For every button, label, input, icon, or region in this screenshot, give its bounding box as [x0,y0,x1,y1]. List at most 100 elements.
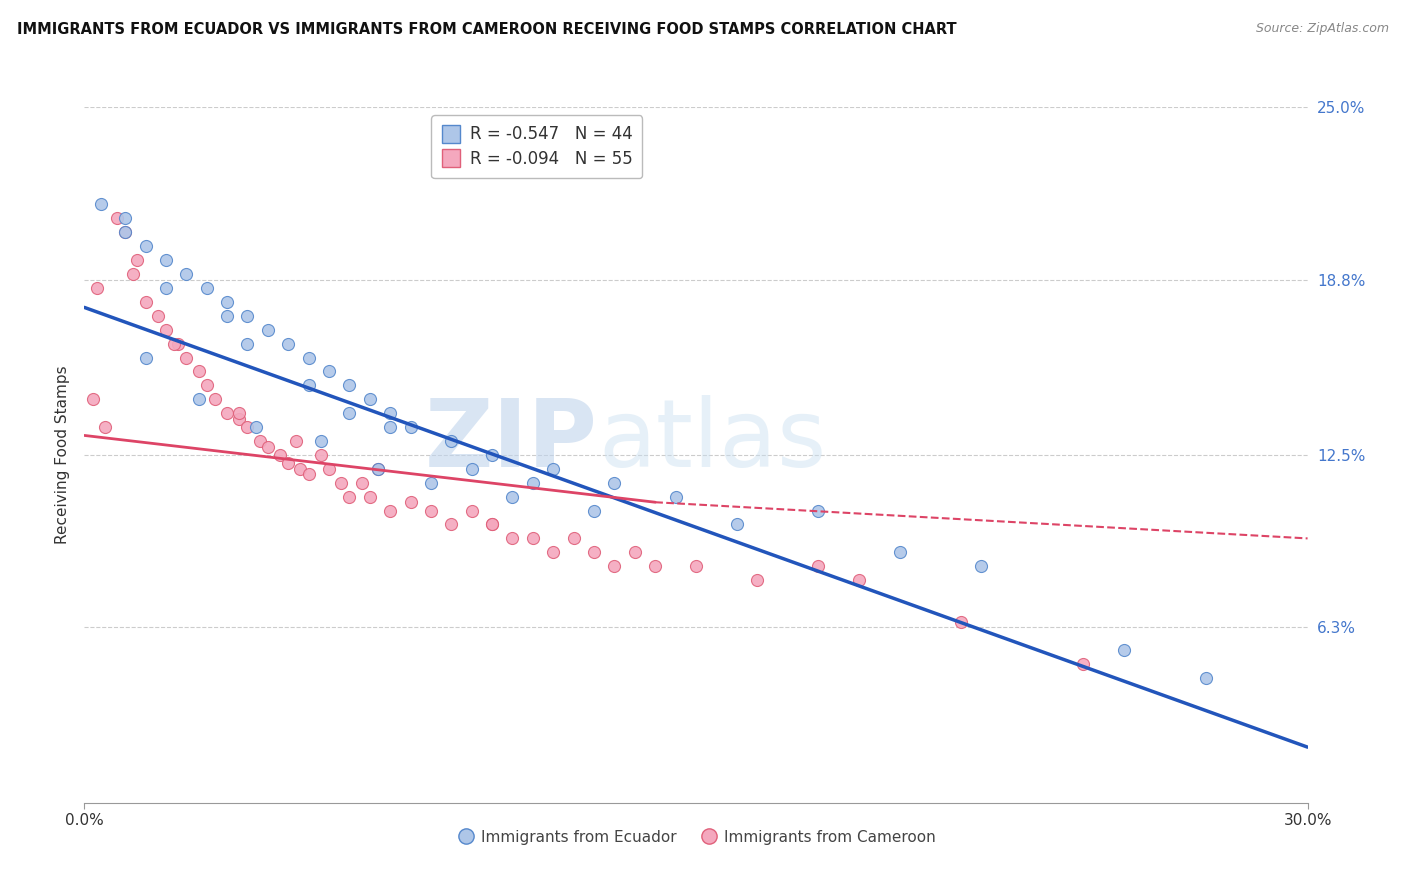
Point [644,559,666,574]
Point [481,517,503,532]
Point [461,503,484,517]
Point [285,434,308,448]
Point [217,406,239,420]
Point [330,475,353,490]
Point [725,517,748,532]
Point [195,281,218,295]
Point [339,378,361,392]
Point [309,448,332,462]
Point [440,434,463,448]
Point [174,351,197,365]
Point [807,503,830,517]
Point [309,434,332,448]
Text: ZIP: ZIP [425,395,598,487]
Point [257,440,280,454]
Point [747,573,769,587]
Text: IMMIGRANTS FROM ECUADOR VS IMMIGRANTS FROM CAMEROON RECEIVING FOOD STAMPS CORREL: IMMIGRANTS FROM ECUADOR VS IMMIGRANTS FR… [17,22,956,37]
Point [195,378,218,392]
Point [90,197,112,211]
Point [298,378,321,392]
Point [298,351,321,365]
Point [167,336,190,351]
Point [155,253,177,268]
Point [277,336,299,351]
Point [367,462,389,476]
Point [543,545,565,559]
Point [685,559,707,574]
Point [440,517,463,532]
Point [187,364,209,378]
Text: atlas: atlas [598,395,827,487]
Point [127,253,149,268]
Point [228,406,250,420]
Point [114,225,136,239]
Point [399,420,422,434]
Point [114,211,136,226]
Point [135,239,157,253]
Point [257,323,280,337]
Point [86,281,108,295]
Point [339,406,361,420]
Point [277,456,299,470]
Point [249,434,271,448]
Point [481,448,503,462]
Point [236,309,259,323]
Point [502,532,524,546]
Point [522,475,544,490]
Point [359,392,381,407]
Point [624,545,647,559]
Point [217,309,239,323]
Point [187,392,209,407]
Point [1114,642,1136,657]
Point [135,351,157,365]
Point [359,490,381,504]
Point [665,490,688,504]
Point [135,294,157,309]
Point [174,267,197,281]
Point [269,448,291,462]
Point [204,392,226,407]
Point [228,411,250,425]
Point [583,545,606,559]
Point [380,420,402,434]
Point [82,392,104,407]
Point [122,267,145,281]
Point [236,336,259,351]
Point [339,490,361,504]
Point [245,420,267,434]
Point [848,573,870,587]
Point [543,462,565,476]
Point [217,294,239,309]
Point [236,420,259,434]
Point [807,559,830,574]
Point [603,559,626,574]
Point [163,336,186,351]
Point [481,517,503,532]
Point [562,532,585,546]
Point [93,420,115,434]
Point [380,406,402,420]
Point [155,323,177,337]
Point [461,462,484,476]
Point [399,495,422,509]
Point [146,309,169,323]
Point [970,559,993,574]
Point [318,462,340,476]
Point [522,532,544,546]
Point [367,462,389,476]
Point [290,462,312,476]
Point [502,490,524,504]
Y-axis label: Receiving Food Stamps: Receiving Food Stamps [55,366,70,544]
Point [1073,657,1095,671]
Point [950,615,973,629]
Point [114,225,136,239]
Point [105,211,128,226]
Point [420,503,443,517]
Point [298,467,321,482]
Point [380,503,402,517]
Point [350,475,373,490]
Point [155,281,177,295]
Point [889,545,911,559]
Point [583,503,606,517]
Point [1195,671,1218,685]
